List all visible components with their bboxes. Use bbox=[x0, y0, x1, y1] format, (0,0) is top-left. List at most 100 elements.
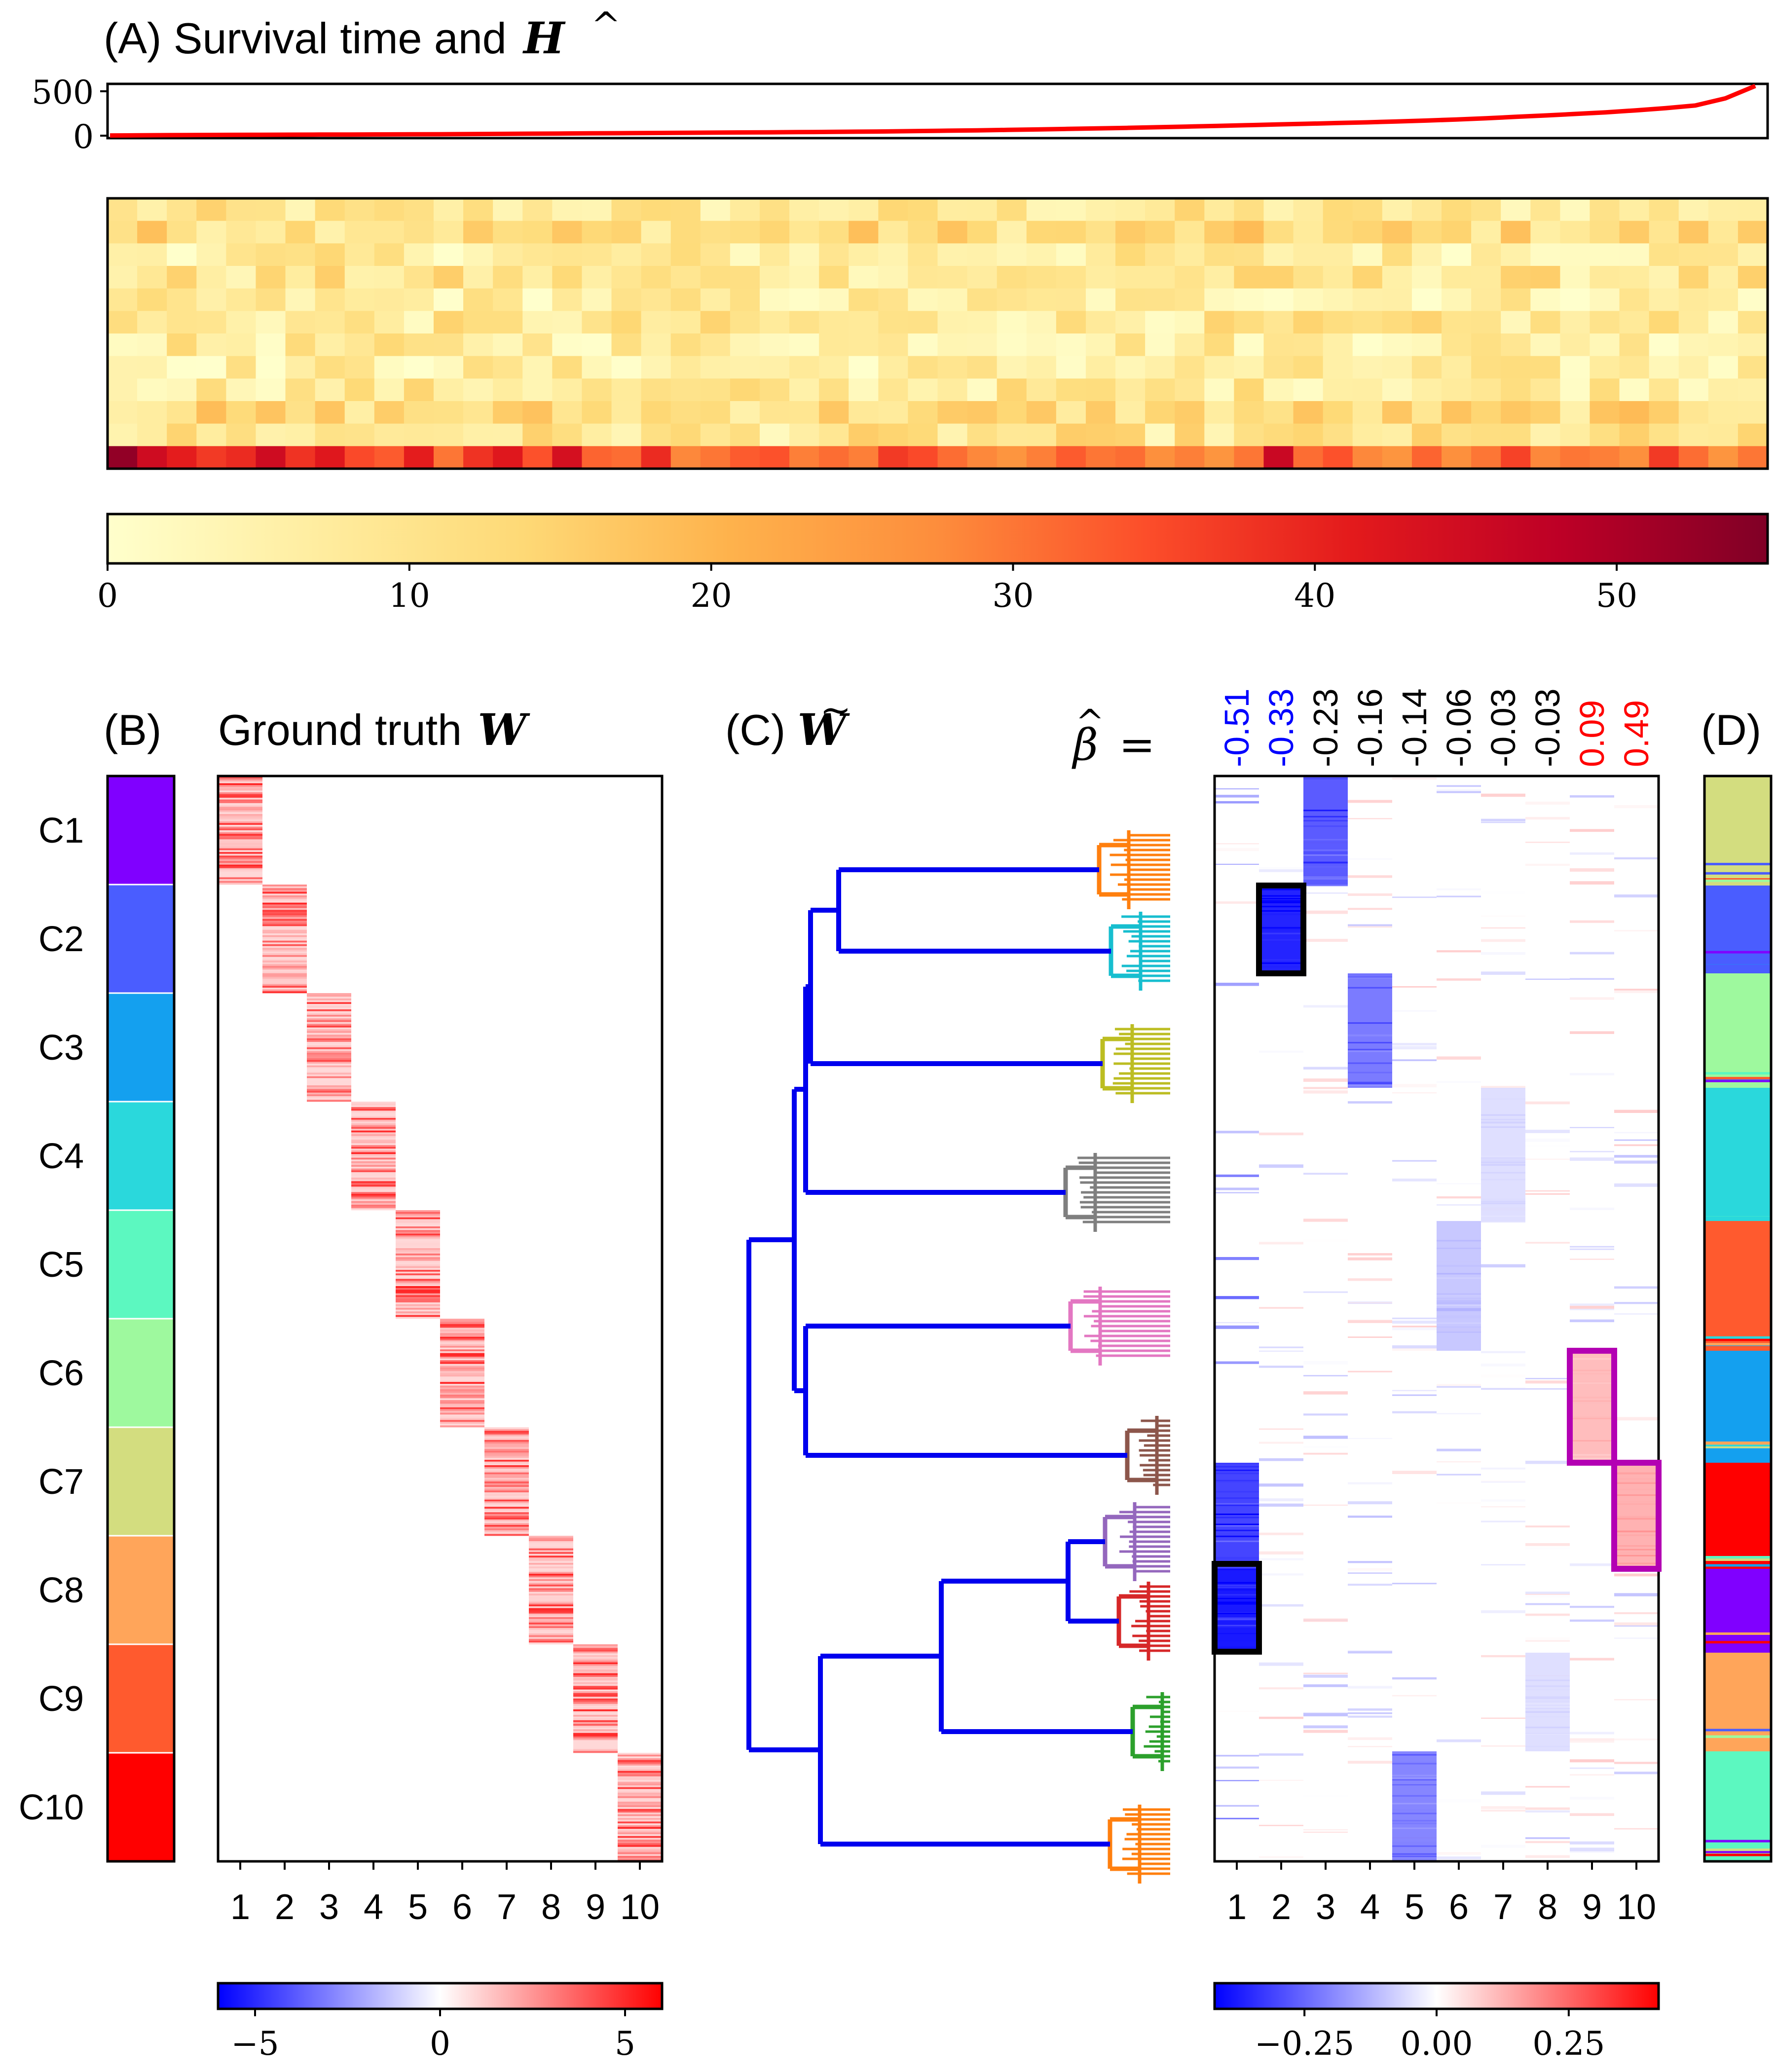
w-tilde-entry bbox=[1614, 1562, 1659, 1564]
heat-cell bbox=[1530, 423, 1561, 447]
w-tilde-entry bbox=[1614, 1286, 1659, 1289]
heat-cell bbox=[344, 288, 375, 312]
w-tilde-entry bbox=[1259, 1458, 1303, 1461]
w-entry bbox=[618, 1809, 662, 1811]
w-entry bbox=[618, 1807, 662, 1809]
w-tilde-entry bbox=[1259, 1442, 1303, 1444]
w-tilde-entry bbox=[1259, 906, 1303, 908]
heat-cell bbox=[670, 243, 701, 266]
heat-cell bbox=[1678, 378, 1709, 402]
w-tilde-entry bbox=[1392, 1317, 1437, 1320]
w-tilde-entry bbox=[1525, 1841, 1570, 1844]
w-tilde-entry bbox=[1259, 1573, 1303, 1576]
w-tilde-entry bbox=[1303, 861, 1348, 863]
w-tilde-entry bbox=[1259, 1132, 1303, 1136]
w-tilde-entry bbox=[1570, 852, 1614, 855]
w-entry bbox=[262, 921, 307, 923]
heat-cell bbox=[1056, 378, 1086, 402]
heat-cell bbox=[1085, 356, 1116, 379]
w-tilde-entry bbox=[1570, 1373, 1614, 1375]
heat-cell bbox=[463, 356, 493, 379]
heat-cell bbox=[641, 243, 671, 266]
heat-cell bbox=[1382, 311, 1412, 334]
w-tilde-entry bbox=[1259, 1428, 1303, 1430]
w-tilde-entry bbox=[1348, 893, 1392, 896]
heat-cell bbox=[137, 243, 167, 266]
w-entry bbox=[573, 1716, 618, 1719]
heat-cell bbox=[463, 288, 493, 312]
w-tilde-entry bbox=[1437, 1295, 1481, 1296]
w-entry bbox=[573, 1659, 618, 1661]
w-tilde-entry bbox=[1303, 1725, 1348, 1729]
heat-cell bbox=[878, 266, 909, 289]
w-tilde-entry bbox=[1215, 1480, 1259, 1482]
h-hat-heatmap bbox=[108, 198, 1768, 469]
w-entry bbox=[618, 1814, 662, 1816]
heat-cell bbox=[1323, 378, 1353, 402]
w-tilde-entry bbox=[1259, 910, 1303, 912]
w-entry bbox=[529, 1624, 573, 1627]
heat-cell bbox=[967, 446, 998, 469]
w-entry bbox=[484, 1514, 529, 1516]
w-entry bbox=[440, 1407, 484, 1409]
w-entry bbox=[618, 1802, 662, 1804]
w-tilde-entry bbox=[1481, 1363, 1525, 1367]
heat-cell bbox=[433, 311, 464, 334]
heat-cell bbox=[256, 311, 286, 334]
w-entry bbox=[307, 1043, 351, 1046]
w-entry bbox=[440, 1344, 484, 1346]
heat-cell bbox=[108, 266, 138, 289]
w-tilde-entry bbox=[1525, 1726, 1570, 1728]
heat-cell bbox=[759, 356, 790, 379]
w-entry bbox=[396, 1266, 440, 1268]
w-entry bbox=[484, 1480, 529, 1482]
w-tilde-entry bbox=[1570, 1319, 1614, 1323]
x-tick-label: 4 bbox=[364, 1887, 383, 1927]
w-entry bbox=[262, 961, 307, 962]
heat-cell bbox=[344, 401, 375, 424]
heat-cell bbox=[522, 243, 553, 266]
reordered-cluster-strip-frame bbox=[1703, 775, 1773, 1863]
heat-cell bbox=[1590, 198, 1620, 222]
heat-cell bbox=[1085, 221, 1116, 244]
heat-cell bbox=[1085, 333, 1116, 357]
heat-cell bbox=[878, 221, 909, 244]
heat-cell bbox=[433, 198, 464, 222]
heat-cell bbox=[1234, 333, 1264, 357]
heat-cell bbox=[1175, 401, 1205, 424]
heat-cell bbox=[315, 243, 345, 266]
misassigned-stripe bbox=[1704, 1216, 1771, 1219]
w-tilde-entry bbox=[1259, 932, 1303, 934]
w-tilde-entry bbox=[1392, 1092, 1437, 1094]
w-tilde-entry bbox=[1215, 848, 1259, 851]
cluster-label: C8 bbox=[38, 1571, 84, 1610]
w-entry bbox=[484, 1461, 529, 1464]
heat-cell bbox=[433, 333, 464, 357]
w-tilde-entry bbox=[1215, 1540, 1259, 1542]
heat-cell bbox=[730, 378, 760, 402]
heat-cell bbox=[1234, 423, 1264, 447]
heat-cell bbox=[315, 356, 345, 379]
w-entry bbox=[618, 1830, 662, 1833]
heat-cell bbox=[1323, 401, 1353, 424]
w-tilde-entry bbox=[1614, 1772, 1659, 1775]
w-entry bbox=[529, 1547, 573, 1549]
w-entry bbox=[351, 1157, 396, 1160]
w-entry bbox=[484, 1460, 529, 1462]
misassigned-stripe bbox=[1704, 1445, 1771, 1448]
heat-cell bbox=[997, 378, 1027, 402]
heat-cell bbox=[1619, 198, 1650, 222]
w-tilde-entry bbox=[1481, 891, 1525, 894]
w-entry bbox=[440, 1369, 484, 1371]
w-entry bbox=[218, 836, 262, 838]
heat-cell bbox=[1293, 288, 1324, 312]
w-tilde-entry bbox=[1392, 1328, 1437, 1331]
w-entry bbox=[484, 1521, 529, 1523]
w-tilde-entry bbox=[1481, 1118, 1525, 1120]
w-tilde-entry bbox=[1259, 1532, 1303, 1535]
w-entry bbox=[440, 1411, 484, 1413]
w-entry bbox=[218, 799, 262, 802]
heat-cell bbox=[404, 333, 434, 357]
heat-cell bbox=[108, 378, 138, 402]
w-entry bbox=[529, 1585, 573, 1587]
